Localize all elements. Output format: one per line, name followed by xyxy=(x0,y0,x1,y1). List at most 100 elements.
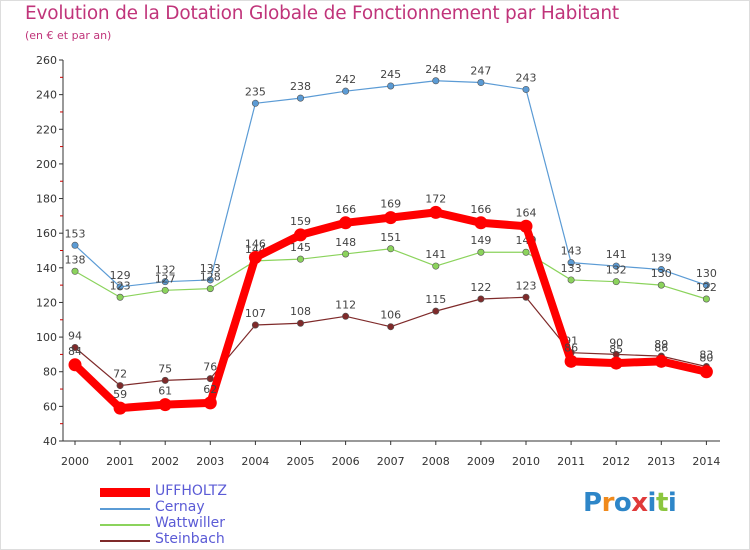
data-point-cernay xyxy=(477,79,485,87)
data-point-wattwiller xyxy=(657,281,665,289)
data-point-steinbach xyxy=(432,307,440,315)
data-label-cernay: 247 xyxy=(470,65,491,78)
data-label-uffholtz: 164 xyxy=(516,206,537,219)
x-tick-label: 2002 xyxy=(151,455,179,468)
data-point-uffholtz xyxy=(609,356,623,370)
data-label-cernay: 130 xyxy=(696,267,717,280)
data-label-steinbach: 106 xyxy=(380,309,401,322)
data-label-cernay: 245 xyxy=(380,68,401,81)
legend-item-steinbach: Steinbach xyxy=(100,531,320,547)
data-label-cernay: 243 xyxy=(516,71,537,84)
data-point-cernay xyxy=(296,94,304,102)
legend-label: UFFHOLTZ xyxy=(155,483,227,499)
data-point-wattwiller xyxy=(116,293,124,301)
x-tick-label: 2014 xyxy=(692,455,720,468)
data-point-uffholtz xyxy=(654,354,668,368)
data-point-wattwiller xyxy=(522,248,530,256)
data-point-uffholtz xyxy=(339,216,353,230)
data-point-steinbach xyxy=(161,376,169,384)
data-point-wattwiller xyxy=(387,245,395,253)
data-label-wattwiller: 128 xyxy=(200,271,221,284)
proxiti-logo: Proxiti xyxy=(583,488,677,518)
y-tick-label: 260 xyxy=(36,54,57,67)
data-label-uffholtz: 86 xyxy=(564,341,578,354)
data-label-steinbach: 76 xyxy=(203,361,217,374)
data-label-cernay: 132 xyxy=(155,264,176,277)
data-point-uffholtz xyxy=(564,354,578,368)
data-point-cernay xyxy=(387,82,395,90)
data-label-cernay: 235 xyxy=(245,85,266,98)
legend-swatch xyxy=(100,488,150,497)
y-tick-label: 240 xyxy=(36,89,57,102)
y-tick-label: 100 xyxy=(36,331,57,344)
logo-letter: x xyxy=(631,488,648,518)
data-label-steinbach: 90 xyxy=(609,336,623,349)
data-label-uffholtz: 62 xyxy=(203,383,217,396)
data-point-wattwiller xyxy=(567,276,575,284)
logo-letter: r xyxy=(601,488,615,518)
data-label-wattwiller: 132 xyxy=(606,264,627,277)
data-label-uffholtz: 159 xyxy=(290,215,311,228)
legend-item-cernay: Cernay xyxy=(100,499,320,515)
x-tick-label: 2006 xyxy=(332,455,360,468)
data-label-uffholtz: 169 xyxy=(380,198,401,211)
x-tick-label: 2012 xyxy=(602,455,630,468)
x-tick-label: 2013 xyxy=(647,455,675,468)
data-point-wattwiller xyxy=(206,285,214,293)
data-label-uffholtz: 166 xyxy=(335,203,356,216)
legend-swatch xyxy=(100,508,150,510)
logo-letter: i xyxy=(667,488,677,518)
data-label-steinbach: 122 xyxy=(470,281,491,294)
data-point-steinbach xyxy=(522,293,530,301)
data-label-wattwiller: 138 xyxy=(65,253,86,266)
x-tick-label: 2003 xyxy=(196,455,224,468)
x-tick-label: 2008 xyxy=(422,455,450,468)
data-label-wattwiller: 145 xyxy=(290,241,311,254)
data-label-cernay: 129 xyxy=(110,269,131,282)
y-tick-label: 200 xyxy=(36,158,57,171)
data-label-cernay: 139 xyxy=(651,252,672,265)
logo-letter: t xyxy=(655,488,668,518)
data-point-cernay xyxy=(702,281,710,289)
data-point-uffholtz xyxy=(113,401,127,415)
data-label-steinbach: 75 xyxy=(158,362,172,375)
x-tick-label: 2011 xyxy=(557,455,585,468)
data-point-steinbach xyxy=(251,321,259,329)
data-point-cernay xyxy=(567,259,575,267)
data-point-steinbach xyxy=(477,295,485,303)
y-tick-label: 80 xyxy=(43,366,57,379)
data-label-steinbach: 83 xyxy=(699,349,713,362)
y-tick-label: 160 xyxy=(36,227,57,240)
data-point-uffholtz xyxy=(699,365,713,379)
data-point-wattwiller xyxy=(477,248,485,256)
data-label-uffholtz: 166 xyxy=(470,203,491,216)
data-point-steinbach xyxy=(387,323,395,331)
data-point-uffholtz xyxy=(203,396,217,410)
data-label-wattwiller: 127 xyxy=(155,272,176,285)
data-point-cernay xyxy=(612,262,620,270)
data-point-cernay xyxy=(342,87,350,95)
data-label-steinbach: 123 xyxy=(516,279,537,292)
data-point-cernay xyxy=(522,85,530,93)
data-point-cernay xyxy=(657,266,665,274)
data-point-uffholtz xyxy=(68,358,82,372)
x-tick-label: 2004 xyxy=(241,455,269,468)
data-label-steinbach: 89 xyxy=(654,338,668,351)
data-label-wattwiller: 141 xyxy=(425,248,446,261)
chart-subtitle: (en € et par an) xyxy=(25,29,112,42)
data-point-uffholtz xyxy=(294,228,307,242)
legend-label: Wattwiller xyxy=(155,515,225,531)
y-tick-label: 60 xyxy=(43,400,57,413)
data-point-wattwiller xyxy=(71,267,79,275)
data-point-steinbach xyxy=(342,312,350,320)
y-tick-label: 120 xyxy=(36,296,57,309)
legend-label: Cernay xyxy=(155,499,205,515)
x-tick-label: 2000 xyxy=(61,455,89,468)
data-label-wattwiller: 151 xyxy=(380,231,401,244)
x-tick-label: 2010 xyxy=(512,455,540,468)
data-point-cernay xyxy=(206,276,214,284)
data-point-cernay xyxy=(161,278,169,286)
data-label-uffholtz: 85 xyxy=(609,343,623,356)
data-label-steinbach: 115 xyxy=(425,293,446,306)
